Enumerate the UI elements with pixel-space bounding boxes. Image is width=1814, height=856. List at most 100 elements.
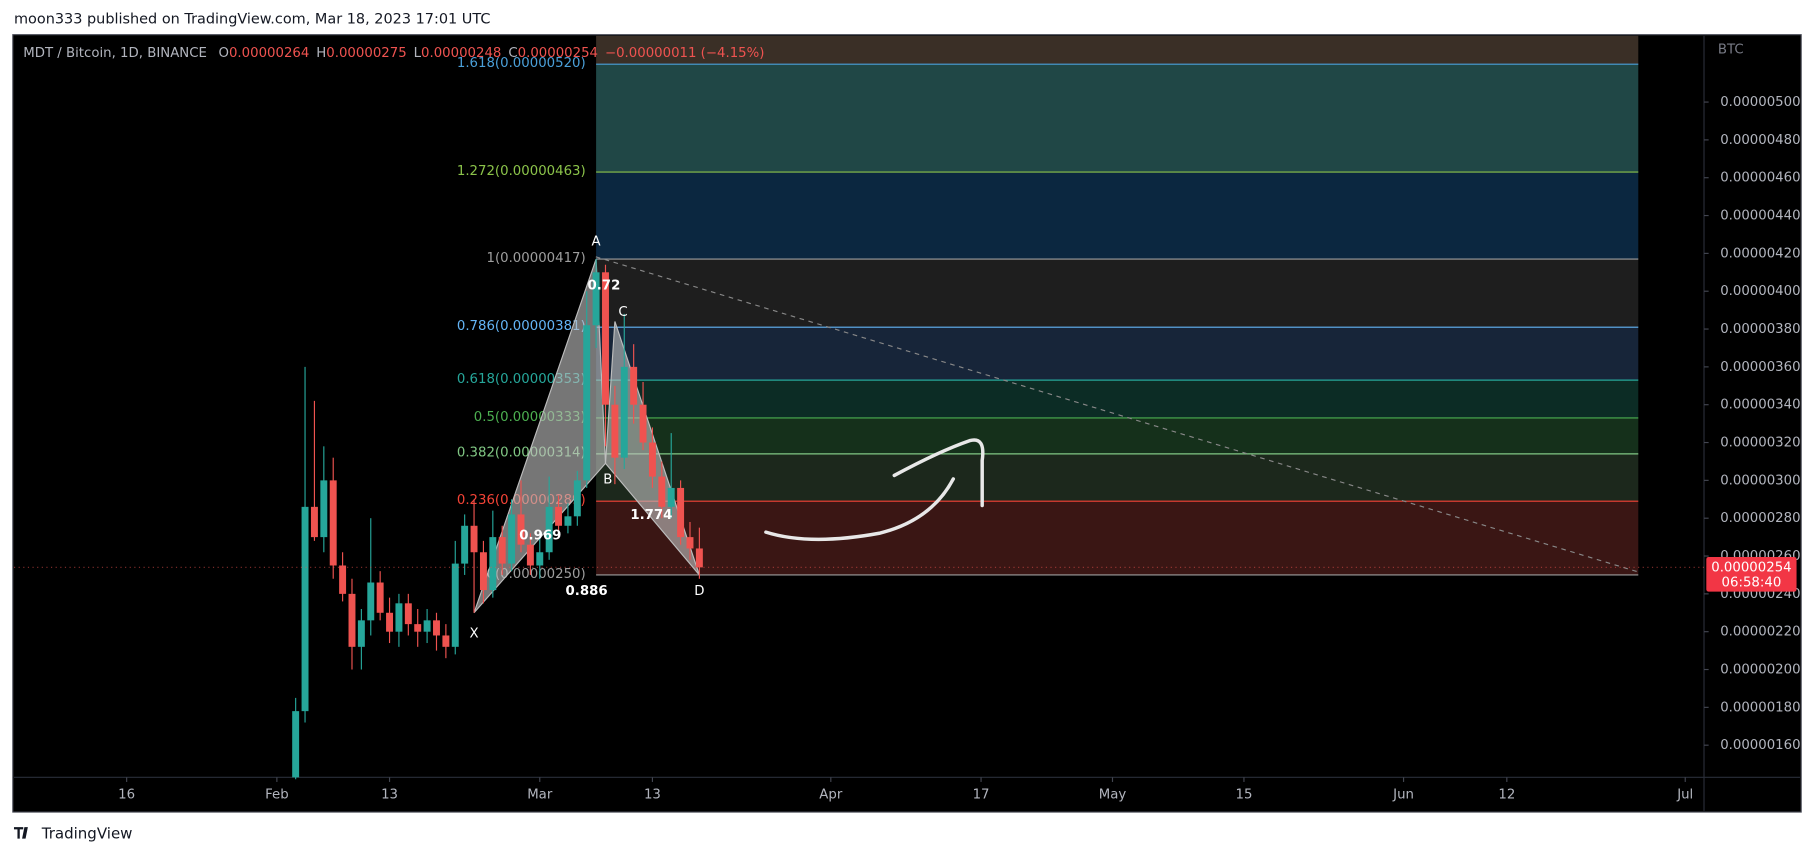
y-tick-label: 0.00000200: [1720, 663, 1800, 678]
x-tick-label: Feb: [265, 788, 289, 803]
candle-body: [620, 366, 628, 458]
candle-body: [611, 404, 619, 458]
pattern-ratio: 1.774: [630, 508, 672, 523]
x-tick-label: 17: [973, 788, 990, 803]
fib-zone: [596, 35, 1639, 65]
legend-key: L: [414, 46, 422, 61]
candle-body: [461, 525, 469, 564]
y-tick-label: 0.00000460: [1720, 171, 1800, 186]
candle-body: [451, 563, 459, 647]
candle-body: [526, 544, 534, 566]
candle-body: [310, 506, 318, 538]
x-tick-label: May: [1099, 788, 1127, 803]
candle-body: [442, 635, 450, 647]
fib-zone: [596, 64, 1639, 173]
y-tick-label: 0.00000320: [1720, 436, 1800, 451]
fib-zone: [596, 327, 1639, 381]
x-tick-label: 13: [644, 788, 661, 803]
y-tick-label: 0.00000500: [1720, 95, 1800, 110]
candle-body: [423, 620, 431, 632]
candle-body: [508, 514, 516, 564]
legend: MDT / Bitcoin, 1D, BINANCE O0.00000264 H0.…: [23, 46, 764, 61]
brand-logo: TradingView: [13, 825, 133, 843]
fib-zone: [596, 453, 1639, 502]
y-tick-label: 0.00000300: [1720, 473, 1800, 488]
plot: 1.618(0.00000520) 1.272(0.00000463) 1(0.00…: [292, 35, 1639, 780]
x-tick-label: 15: [1235, 788, 1252, 803]
candle-body: [648, 442, 656, 477]
y-tick-label: 0.00000440: [1720, 209, 1800, 224]
x-tick-label: 13: [381, 788, 398, 803]
candle-body: [329, 480, 337, 566]
candle-body: [545, 506, 553, 553]
candle-body: [573, 480, 581, 517]
currency-label: BTC: [1718, 43, 1744, 58]
publish-info: moon333 published on TradingView.com, Ma…: [14, 12, 490, 28]
y-tick-label: 0.00000360: [1720, 360, 1800, 375]
drawing-stroke: [764, 477, 956, 542]
candle-body: [386, 612, 394, 632]
fib-zone: [596, 501, 1639, 575]
candle-body: [695, 548, 703, 568]
fib-zone: [596, 380, 1639, 418]
candle-body: [498, 537, 506, 564]
legend-value: 0.00000264: [229, 46, 309, 61]
x-tick-label: Mar: [527, 788, 553, 803]
y-tick-label: 0.00000380: [1720, 322, 1800, 337]
candle-body: [367, 582, 375, 621]
candle-body: [292, 711, 300, 778]
fib-label: 1(0.00000417): [486, 251, 585, 266]
pattern-point-label: C: [618, 305, 627, 320]
last-price-label: 0.00000254: [1711, 560, 1791, 575]
pattern-point-label: X: [469, 627, 478, 642]
candle-body: [677, 487, 685, 538]
legend-value: 0.00000248: [421, 46, 501, 61]
candle-body: [376, 582, 384, 613]
candle-body: [320, 480, 328, 538]
candle-body: [602, 272, 609, 405]
legend-value: 0.00000254: [518, 46, 598, 61]
y-tick-label: 0.00000340: [1720, 398, 1800, 413]
x-tick-label: 12: [1498, 788, 1515, 803]
fib-zone: [596, 417, 1639, 454]
candle-body: [658, 476, 666, 507]
y-tick-label: 0.00000420: [1720, 246, 1800, 261]
candle-body: [667, 487, 675, 507]
y-tick-label: 0.00000280: [1720, 511, 1800, 526]
candle-body: [339, 565, 347, 594]
y-tick-label: 0.00000400: [1720, 284, 1800, 299]
fib-label: 0.786(0.00000381): [457, 319, 586, 334]
symbol: MDT / Bitcoin, 1D, BINANCE: [23, 46, 207, 61]
legend-key: H: [316, 46, 326, 61]
candle-body: [301, 506, 309, 712]
fib-label: 1.272(0.00000463): [457, 164, 586, 179]
brand: TradingView: [41, 825, 133, 843]
candle-body: [357, 620, 365, 647]
candle-body: [517, 514, 525, 545]
candle-body: [414, 624, 422, 632]
x-tick-label: 16: [118, 788, 135, 803]
last-price-tag: [1706, 556, 1797, 592]
countdown: 06:58:40: [1722, 575, 1782, 590]
fib-label: 1.618(0.00000520): [457, 56, 586, 71]
candle-body: [479, 552, 487, 591]
candle-body: [686, 537, 694, 549]
candle-body: [630, 366, 638, 405]
y-tick-label: 0.00000160: [1720, 738, 1800, 753]
pattern-ratio: 0.969: [519, 529, 561, 544]
y-tick-label: 0.00000220: [1720, 625, 1800, 640]
candle-body: [592, 272, 600, 326]
candle-body: [639, 404, 647, 443]
legend-key: C: [508, 46, 517, 61]
candle-body: [404, 603, 412, 625]
candle-body: [536, 552, 544, 566]
candle-body: [555, 506, 563, 526]
legend-value: 0.00000275: [326, 46, 406, 61]
trend-line: [595, 256, 1641, 574]
y-tick-label: 0.00000180: [1720, 700, 1800, 715]
candle-body: [583, 325, 591, 481]
drawing-stroke: [892, 438, 985, 508]
x-tick-label: Apr: [819, 788, 843, 803]
